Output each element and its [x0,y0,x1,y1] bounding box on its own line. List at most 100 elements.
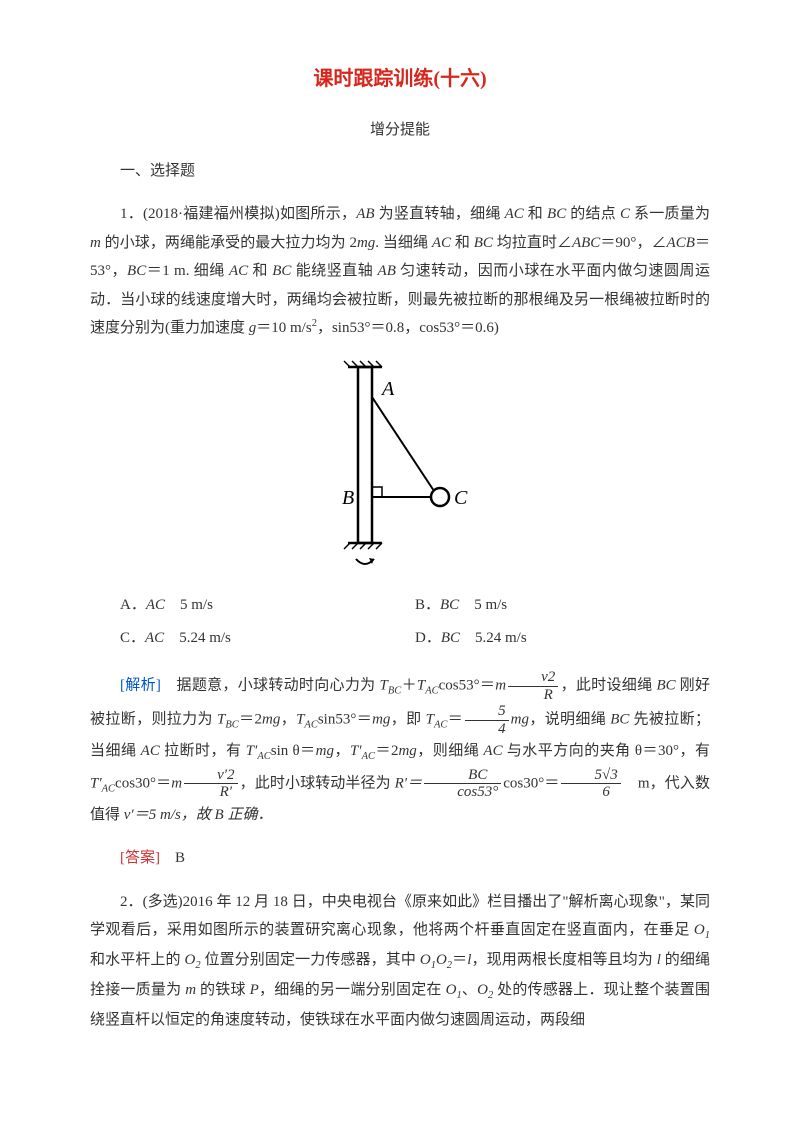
q1-diagram: A B C [90,359,710,580]
sol-mg2: mg [372,711,390,727]
sol-cos30: cos30°＝ [115,775,171,791]
sol-Rprime: R′＝ [395,775,423,791]
q1-stem-b: 为竖直转轴，细绳 [375,206,505,222]
diagram-label-B: B [342,487,354,509]
q2-O1b: O [420,952,431,968]
q2-O2b: O [436,952,447,968]
q2-O2c: O [477,982,488,998]
sol-Tprime1: T′ [246,743,258,759]
label-BC2: BC [474,235,493,251]
sol-cos53: cos53°＝ [439,677,496,693]
q1-stem-c: 和 [524,206,547,222]
diagram-label-A: A [380,378,395,400]
optD-label: D． [415,630,441,646]
sol-sin53: sin53°＝ [318,711,372,727]
sol-BC2: BC [610,711,629,727]
sol-t1: 据题意，小球转动时向心力为 [161,677,380,693]
sol-AC2: AC [483,743,502,759]
section-heading: 一、选择题 [90,157,710,186]
sol-Tprime2: T′ [350,743,362,759]
sol-mg1: mg [262,711,280,727]
q1-stem-e: 系一质量为 [630,206,710,222]
optA-rope: AC [146,597,165,613]
sol-eq2mg: ＝2 [239,711,262,727]
label-mg: mg [357,235,375,251]
sol-BCsub2: BC [225,719,238,730]
q2-stem-f: 的铁球 [196,982,250,998]
label-BC3: BC [127,263,146,279]
q1-bc1m: ＝1 m. 细绳 [146,263,229,279]
answer-val: B [160,850,185,866]
label-BC4: BC [272,263,291,279]
sol-ACsub6: AC [102,783,115,794]
frac1-n: v2 [508,669,558,687]
q2-O1: O [694,922,705,938]
sol-ACsub3: AC [434,719,447,730]
label-C: C [620,206,630,222]
frac4-d: 6 [561,784,620,801]
label-BC: BC [547,206,566,222]
optD-rope: BC [441,630,460,646]
q1-stem-i: 能绕竖直轴 [291,263,377,279]
frac1-d: R [508,687,558,704]
sol-BC1: BC [656,677,675,693]
sol-cos30b: cos30°＝ [503,775,559,791]
q2-stem-b: 和水平杆上的 [90,952,185,968]
page-title: 课时跟踪训练(十六) [90,60,710,98]
optB-label: B． [415,597,440,613]
sol-m1: m [495,677,506,693]
q1-stem: 1．(2018·福建福州模拟)如图所示，AB 为竖直转轴，细绳 AC 和 BC … [90,200,710,343]
q2-stem: 2．(多选)2016 年 12 月 18 日，中央电视台《原来如此》栏目播出了"… [90,888,710,1035]
q2-stem-a: 2．(多选)2016 年 12 月 18 日，中央电视台《原来如此》栏目播出了"… [90,894,710,939]
q1-stem-a: 1．(2018·福建福州模拟)如图所示， [120,206,356,222]
optA-label: A． [120,597,146,613]
sol-TBC: T [380,677,388,693]
q2-stem-g: ，细绳的另一端分别固定在 [259,982,446,998]
sol-vprime: v′＝5 m/s，故 B 正确． [124,807,273,823]
q1-stem-f: 的小球，两绳能承受的最大拉力均为 2 [101,235,357,251]
fracBC-n: BC [424,767,501,785]
sol-BCsub: BC [388,685,401,696]
frac2-n: 5 [465,703,509,721]
q1-stem-h: 均拉直时∠ [493,235,572,251]
sol-plus: ＋ [401,677,417,693]
q2-P: P [250,982,259,998]
optB-val: 5 m/s [459,597,507,613]
sol-mg3: mg [511,711,529,727]
q1-stem-d: 的结点 [566,206,620,222]
sol-t7: ，则细绳 [417,743,484,759]
sol-mg5: mg [398,743,416,759]
q1-stem-c3: 和 [248,263,272,279]
sol-TAC3: T [426,711,434,727]
option-C: C．AC 5.24 m/s [120,622,415,655]
frac3-d: R′ [184,784,237,801]
sol-t9: ，此时小球转动半径为 [240,775,395,791]
q1-stem-c2: 和 [451,235,474,251]
q1-gval: ＝10 m/s [256,320,311,336]
answer-block: [答案] B [90,844,710,873]
sol-m2: m [171,775,182,791]
sol-Tprime3: T′ [90,775,102,791]
optC-rope: AC [145,630,164,646]
option-B: B．BC 5 m/s [415,589,710,622]
sol-ACsub5: AC [362,751,375,762]
frac3-n: v′2 [184,767,237,785]
sol-t6: 拉断时，有 [160,743,246,759]
label-AC: AC [505,206,524,222]
q2-stem-c: 位置分别固定一力传感器，其中 [201,952,420,968]
fracBC-d: cos53° [424,784,501,801]
q2-O2: O [185,952,196,968]
q2-sub1: 1 [705,930,710,941]
optC-label: C． [120,630,145,646]
sol-ACsub4: AC [257,751,270,762]
sol-t8: 与水平方向的夹角 θ＝30°，有 [503,743,710,759]
optB-rope: BC [440,597,459,613]
sol-t2: ，此时设细绳 [560,677,656,693]
q1-sincos: ，sin53°＝0.8，cos53°＝0.6) [317,320,499,336]
q2-stem-h: 、 [462,982,477,998]
q2-m: m [185,982,196,998]
solution-label: [解析] [120,677,161,693]
q2-O1c: O [446,982,457,998]
solution-block: [解析] 据题意，小球转动时向心力为 TBC＋TACcos53°＝mv2R，此时… [90,669,710,829]
label-AC2: AC [432,235,451,251]
